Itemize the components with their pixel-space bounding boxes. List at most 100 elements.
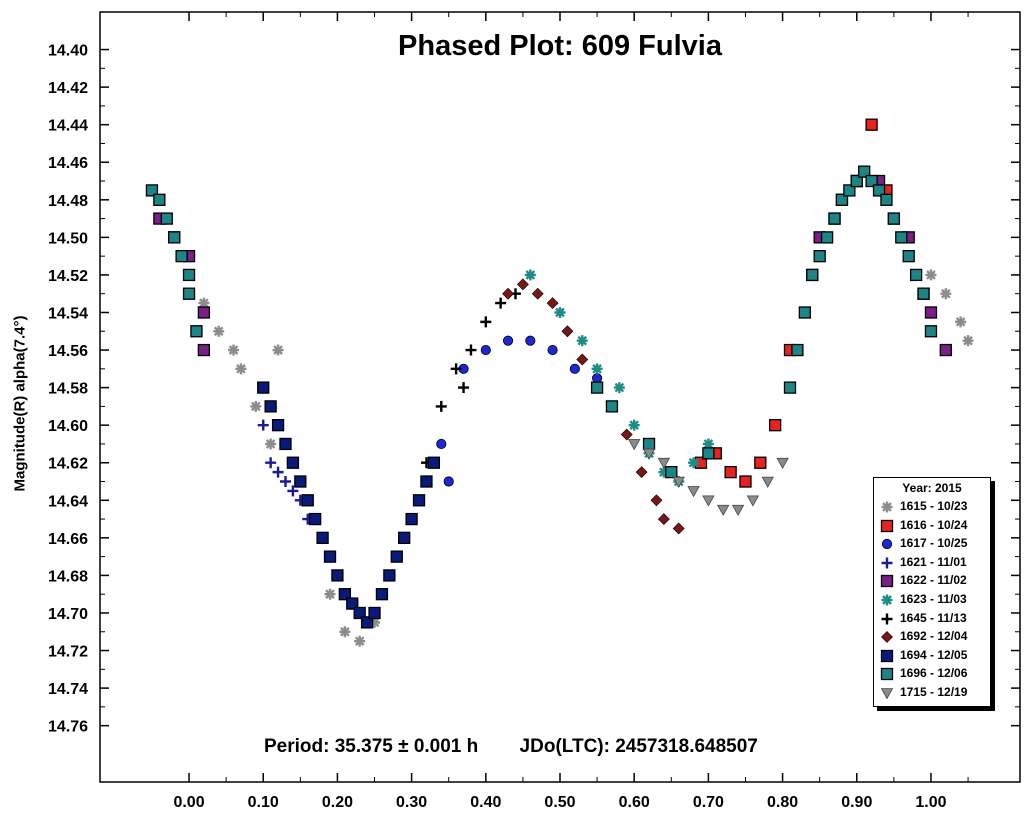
- y-tick-label: 14.58: [48, 381, 88, 398]
- legend-item-label: 1617 - 10/25: [900, 536, 968, 551]
- data-point: [895, 231, 908, 244]
- data-point: [688, 457, 700, 469]
- legend-item-label: 1692 - 12/04: [900, 629, 968, 644]
- legend-title: Year: 2015: [902, 481, 962, 495]
- x-tick-label: 0.00: [173, 794, 204, 811]
- data-point: [858, 165, 871, 178]
- data-point: [628, 439, 641, 451]
- data-point: [465, 344, 477, 356]
- legend-item: 1622 - 11/02: [874, 571, 990, 590]
- data-point: [213, 325, 225, 337]
- data-point: [576, 335, 588, 347]
- data-point: [702, 495, 715, 507]
- data-point: [717, 504, 730, 517]
- legend-item-label: 1616 - 10/24: [900, 517, 968, 532]
- legend-marker-icon: [881, 613, 893, 625]
- y-tick-label: 14.54: [48, 305, 88, 322]
- x-tick-label: 0.70: [693, 794, 724, 811]
- legend-item-label: 1615 - 10/23: [900, 499, 968, 513]
- data-point: [287, 485, 299, 497]
- data-point: [902, 249, 915, 263]
- data-point: [257, 381, 270, 394]
- data-point: [687, 486, 700, 498]
- data-point: [182, 268, 196, 282]
- data-point: [850, 174, 863, 188]
- data-points: [145, 118, 974, 647]
- data-point: [265, 438, 277, 450]
- data-point: [939, 343, 952, 357]
- data-point: [279, 476, 291, 488]
- data-point: [525, 335, 536, 346]
- legend-marker-icon: [881, 631, 893, 644]
- data-point: [576, 353, 589, 366]
- legend-item-label: 1623 - 11/03: [900, 591, 967, 606]
- data-point: [628, 419, 640, 431]
- legend-item: 1696 - 12/06: [874, 664, 990, 683]
- data-point: [360, 616, 374, 629]
- data-point: [672, 476, 685, 488]
- y-tick-label: 14.74: [48, 681, 88, 698]
- y-tick-label: 14.40: [48, 43, 88, 60]
- y-tick-label: 14.62: [48, 456, 88, 473]
- x-tick-label: 0.10: [248, 794, 279, 811]
- y-tick-label: 14.76: [48, 719, 88, 736]
- plot-frame: [99, 11, 1021, 783]
- data-point: [309, 512, 322, 526]
- data-point: [642, 437, 656, 451]
- legend-marker-icon: [880, 575, 894, 588]
- data-point: [554, 306, 566, 318]
- data-point: [279, 437, 292, 451]
- data-point: [605, 400, 619, 413]
- data-point: [502, 335, 514, 346]
- legend-item-label: 1622 - 11/02: [900, 573, 967, 588]
- data-point: [739, 475, 752, 488]
- x-tick-label: 0.60: [619, 794, 650, 811]
- data-point: [175, 249, 188, 263]
- data-point: [338, 588, 351, 601]
- data-point: [924, 325, 938, 338]
- data-point: [524, 269, 536, 281]
- data-point: [642, 448, 656, 460]
- data-point: [516, 278, 529, 291]
- data-point: [435, 400, 447, 412]
- data-point: [672, 522, 685, 535]
- data-point: [702, 438, 714, 450]
- y-tick-label: 14.56: [48, 343, 88, 360]
- data-point: [828, 212, 841, 225]
- data-point: [271, 419, 285, 432]
- legend-item: 1715 - 12/19: [874, 683, 990, 702]
- y-tick-label: 14.68: [48, 568, 88, 585]
- data-point: [925, 269, 937, 281]
- legend-item-label: 1645 - 11/13: [900, 610, 967, 625]
- data-point: [383, 569, 396, 582]
- data-point: [346, 597, 359, 610]
- data-point: [228, 344, 240, 356]
- legend-item: 1694 - 12/05: [874, 646, 990, 665]
- data-point: [235, 363, 247, 375]
- data-point: [746, 495, 760, 507]
- legend: Year: 2015 1615 - 10/23 1616 - 10/24 1617 …: [873, 477, 991, 707]
- data-point: [368, 606, 381, 620]
- epoch-text: JDo(LTC): 2457318.648507: [519, 736, 758, 757]
- data-point: [865, 118, 878, 131]
- data-point: [569, 363, 580, 374]
- legend-marker-icon: [881, 501, 893, 513]
- data-point: [531, 287, 544, 300]
- data-point: [820, 231, 834, 244]
- data-point: [547, 344, 558, 356]
- x-tick-label: 0.90: [841, 794, 872, 811]
- data-point: [835, 193, 849, 206]
- data-point: [182, 287, 196, 300]
- legend-item: 1645 - 11/13: [874, 609, 990, 628]
- data-point: [443, 476, 454, 487]
- y-tick-label: 14.64: [48, 493, 88, 510]
- data-point: [955, 316, 967, 328]
- y-tick-label: 14.52: [48, 268, 88, 285]
- data-point: [865, 174, 878, 188]
- data-point: [546, 297, 559, 310]
- y-axis: 14.40 14.42 14.44 14.46 14.48 14.50 14.52 14.54…: [48, 43, 1020, 736]
- data-point: [887, 212, 901, 225]
- data-point: [702, 447, 715, 460]
- data-point: [480, 316, 492, 328]
- data-point: [331, 569, 344, 582]
